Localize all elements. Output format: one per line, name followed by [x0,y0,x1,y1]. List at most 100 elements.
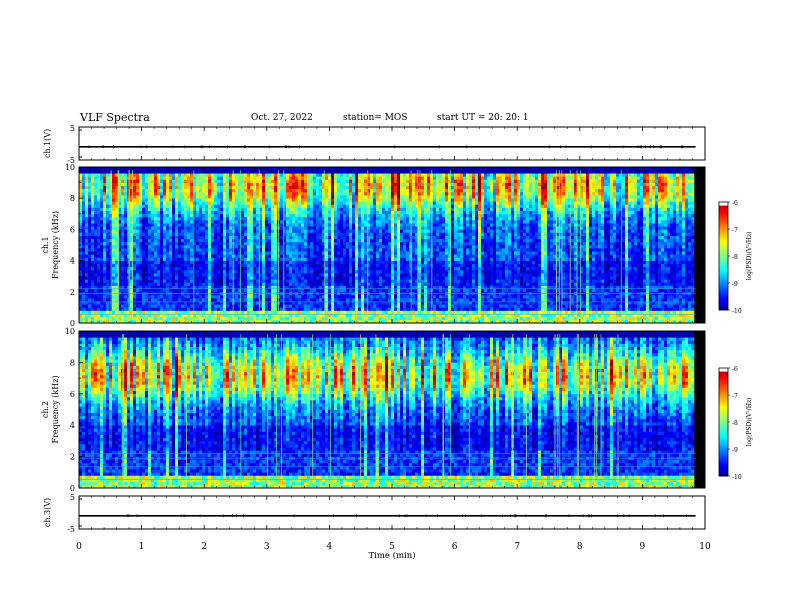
ch1-spectrogram-panel-cell [301,266,305,271]
ch1-spectrogram-panel-cell [148,260,152,265]
ch1-spectrogram-panel-cell [316,229,320,233]
ch1-spectrogram-panel-cell [109,220,113,224]
ch1-spectrogram-panel-cell [298,226,302,230]
ch1-spectrogram-panel-cell [319,285,323,289]
ch1-spectrogram-panel-cell [187,304,191,308]
ch1-spectrogram-panel-cell [100,316,104,321]
ch1-spectrogram-panel-cell [79,201,83,205]
ch1-spectrogram-panel-cell [328,276,332,280]
ch1-spectrogram-panel-cell [154,266,158,271]
ch1-spectrogram-panel-cell [136,195,140,199]
ch1-spectrogram-panel-cell [106,273,110,277]
ch1-spectrogram-panel-cell [307,313,311,318]
ch1-spectrogram-panel-cell [292,235,296,240]
ch1-spectrogram-panel-cell [82,229,86,233]
ch1-spectrogram-panel-cell [91,195,95,199]
ch1-spectrogram-panel-cell [367,288,371,293]
ch1-spectrogram-panel-cell [280,257,284,261]
ch1-spectrogram-panel-cell [247,173,251,177]
ch1-spectrogram-panel-cell [271,170,275,174]
ch1-spectrogram-panel-cell [154,241,158,246]
ch1-spectrogram-panel-cell [232,310,236,314]
ch1-spectrogram-panel-cell [256,238,260,243]
ch1-spectrogram-panel-cell [109,260,113,265]
ch1-spectrogram-panel-cell [202,229,206,233]
ch1-spectrogram-panel-cell [337,241,341,246]
ch1-spectrogram-panel-cell [343,201,347,205]
ch1-spectrogram-panel-cell [271,304,275,308]
ch1-spectrogram-panel-cell [340,285,344,289]
ch1-spectrogram-panel-cell [217,307,221,311]
ch1-spectrogram-panel-cell [361,319,365,324]
ch1-spectrogram-panel-cell [124,260,128,265]
ch1-spectrogram-panel-cell [190,232,194,236]
ch1-spectrogram-panel-cell [274,198,278,202]
ch1-spectrogram-panel-cell [91,223,95,227]
ch1-spectrogram-panel-cell [253,301,257,305]
ch1-spectrogram-panel-cell [133,188,137,193]
ch1-spectrogram-panel-cell [199,235,203,240]
ch1-spectrogram-panel-cell [145,269,149,274]
ch1-spectrogram-panel-cell [100,238,104,243]
ch1-spectrogram-panel-cell [118,238,122,243]
ch1-spectrogram-panel-cell [328,288,332,293]
ch1-spectrogram-panel-cell [184,251,188,255]
ch1-spectrogram-panel-cell [178,195,182,199]
ch1-spectrogram-panel-cell [262,179,266,183]
ch1-spectrogram-panel-cell [193,313,197,318]
ch1-spectrogram-panel-cell [265,248,269,252]
ch1-spectrogram-panel-cell [232,257,236,261]
ch1-spectrogram-panel-cell [157,213,161,218]
ch1-spectrogram-panel-cell [85,288,89,293]
ch1-spectrogram-panel-cell [313,263,317,268]
ch1-spectrogram-panel-cell [367,254,371,258]
ch1-spectrogram-panel-cell [274,182,278,187]
ch1-spectrogram-panel-cell [94,198,98,202]
ch1-spectrogram-panel-cell [103,216,107,221]
ch1-spectrogram-panel-cell [142,204,146,208]
ch1-spectrogram-panel-cell [253,269,257,274]
ch1-spectrogram-panel-cell [166,235,170,240]
ch1-spectrogram-panel-cell [361,201,365,205]
ch1-spectrogram-panel-cell [268,288,272,293]
ch1-spectrogram-panel-cell [349,232,353,236]
ch1-spectrogram-panel-cell [124,188,128,193]
ch1-spectrogram-panel-cell [361,182,365,187]
ch1-spectrogram-panel-cell [79,185,83,190]
ch1-spectrogram-panel-cell [82,294,86,299]
ch1-spectrogram-panel-cell [124,285,128,289]
ch1-spectrogram-panel-cell [205,173,209,177]
ch1-spectrogram-panel-cell [328,285,332,289]
ch1-spectrogram-panel-cell [169,167,173,171]
ch1-spectrogram-panel-cell [361,207,365,211]
ch1-spectrogram-panel-cell [172,260,176,265]
ch1-spectrogram-panel-cell [148,301,152,305]
ch1-spectrogram-panel-cell [280,229,284,233]
ch1-spectrogram-panel-cell [175,167,179,171]
ch1-spectrogram-panel-cell [211,201,215,205]
ch1-spectrogram-panel-cell [259,207,263,211]
ch1-spectrogram-panel-cell [115,316,119,321]
ch1-spectrogram-panel-cell [358,248,362,252]
ch1-spectrogram-panel-cell [79,195,83,199]
ch1-spectrogram-panel-cell [97,185,101,190]
ch1-spectrogram-panel-cell [223,182,227,187]
ch1-spectrogram-panel-cell [154,185,158,190]
ch1-spectrogram-panel-cell [100,254,104,258]
ch1-spectrogram-panel-cell [139,260,143,265]
ch1-spectrogram-panel-cell [325,229,329,233]
ch1-spectrogram-panel-cell [223,282,227,286]
ch1-spectrogram-panel-cell [223,213,227,218]
ch1-spectrogram-panel-cell [313,248,317,252]
ch1-spectrogram-panel-cell [301,251,305,255]
ch1-spectrogram-panel-cell [268,276,272,280]
ch1-spectrogram-panel-cell [121,167,125,171]
ch1-spectrogram-panel-cell [298,182,302,187]
ch1-spectrogram-panel-cell [184,238,188,243]
ch1-spectrogram-panel-cell [280,195,284,199]
ch1-spectrogram-panel-cell [322,269,326,274]
ch1-spectrogram-panel-cell [79,316,83,321]
ch1-spectrogram-panel-cell [139,263,143,268]
ch1-spectrogram-panel-cell [124,304,128,308]
ch1-spectrogram-panel-cell [157,204,161,208]
